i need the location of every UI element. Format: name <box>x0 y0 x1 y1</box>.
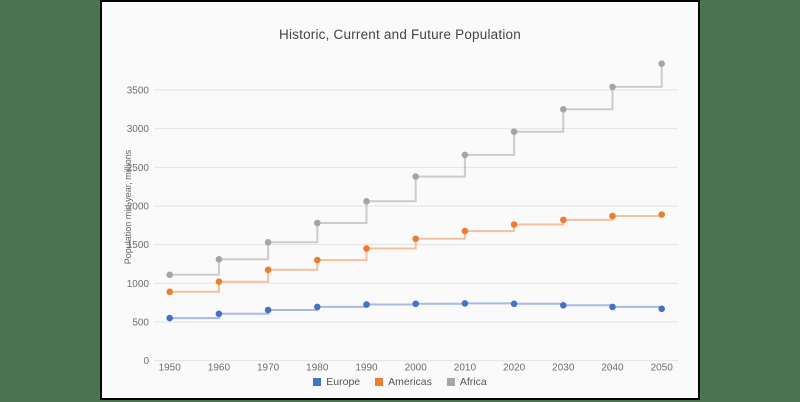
data-point-americas-2030 <box>560 216 567 224</box>
x-tick-label-2040: 2040 <box>601 363 624 374</box>
y-tick-label-1500: 1500 <box>127 240 150 251</box>
data-point-africa-1970 <box>264 239 272 246</box>
data-point-americas-1980 <box>314 256 321 264</box>
data-point-americas-2020 <box>510 221 518 228</box>
legend-swatch-europe <box>313 378 322 386</box>
data-point-americas-2010 <box>461 227 469 235</box>
chart-title: Historic, Current and Future Population <box>279 27 521 42</box>
legend-item-europe[interactable]: Europe <box>313 376 360 388</box>
data-point-europe-2050 <box>658 305 665 313</box>
data-point-africa-2010 <box>461 151 469 159</box>
data-point-europe-1990 <box>363 301 370 308</box>
x-tick-label-2010: 2010 <box>454 363 477 374</box>
data-point-africa-2040 <box>609 83 616 91</box>
data-point-europe-1980 <box>314 303 321 311</box>
x-tick-label-1990: 1990 <box>355 363 378 374</box>
data-point-africa-2050 <box>658 60 665 67</box>
legend-label-africa: Africa <box>459 376 487 388</box>
data-point-europe-1950 <box>166 314 173 322</box>
x-tick-label-1980: 1980 <box>306 363 329 374</box>
data-point-europe-1960 <box>215 310 223 318</box>
x-tick-label-2000: 2000 <box>405 363 428 374</box>
legend-item-americas[interactable]: Americas <box>375 376 432 388</box>
legend-label-europe: Europe <box>326 376 361 388</box>
data-point-africa-1960 <box>215 255 223 263</box>
data-point-africa-2000 <box>412 173 420 180</box>
step-line-chart-canvas: 0 500 1000 1500 2000 2500 3000 3500 1950 1960 1970… <box>123 60 678 374</box>
y-tick-label-1000: 1000 <box>127 279 150 290</box>
x-tick-label-1960: 1960 <box>208 363 231 374</box>
y-tick-label-3000: 3000 <box>127 124 150 135</box>
data-point-africa-1950 <box>166 271 173 279</box>
y-tick-label-2500: 2500 <box>127 163 150 174</box>
y-tick-label-2000: 2000 <box>127 201 150 212</box>
data-point-africa-2020 <box>510 128 518 135</box>
data-point-europe-2040 <box>609 303 616 311</box>
x-tick-label-2020: 2020 <box>503 363 526 374</box>
data-point-americas-1950 <box>166 288 173 296</box>
chart-legend: Europe Americas Africa <box>102 376 698 388</box>
data-point-americas-1990 <box>363 245 370 252</box>
y-tick-label-0: 0 <box>143 356 149 367</box>
y-axis-title: Population mid-year, millions <box>123 149 133 264</box>
legend-item-africa[interactable]: Africa <box>446 376 487 388</box>
data-point-europe-2010 <box>461 300 469 307</box>
x-tick-label-1950: 1950 <box>159 363 182 374</box>
data-point-americas-2000 <box>412 235 420 243</box>
legend-label-americas: Americas <box>388 376 432 388</box>
x-tick-label-2030: 2030 <box>552 363 575 374</box>
chart-panel: Historic, Current and Future Population … <box>100 0 700 400</box>
y-tick-label-500: 500 <box>132 317 149 328</box>
data-point-africa-1990 <box>363 198 370 205</box>
legend-swatch-americas <box>375 378 384 386</box>
data-point-europe-1970 <box>264 306 272 314</box>
data-point-europe-2030 <box>560 302 567 309</box>
legend-swatch-africa <box>446 378 455 386</box>
data-point-americas-2050 <box>658 211 665 218</box>
data-point-europe-2000 <box>412 300 420 308</box>
data-point-africa-1980 <box>314 219 321 227</box>
data-point-americas-1960 <box>215 278 223 286</box>
x-tick-label-1970: 1970 <box>257 363 280 374</box>
x-tick-label-2050: 2050 <box>651 363 674 374</box>
y-tick-label-3500: 3500 <box>127 86 150 97</box>
data-point-africa-2030 <box>560 106 567 113</box>
data-point-europe-2020 <box>510 300 518 308</box>
data-point-americas-2040 <box>609 212 616 220</box>
data-point-americas-1970 <box>264 266 272 274</box>
series-line-americas <box>169 214 663 293</box>
